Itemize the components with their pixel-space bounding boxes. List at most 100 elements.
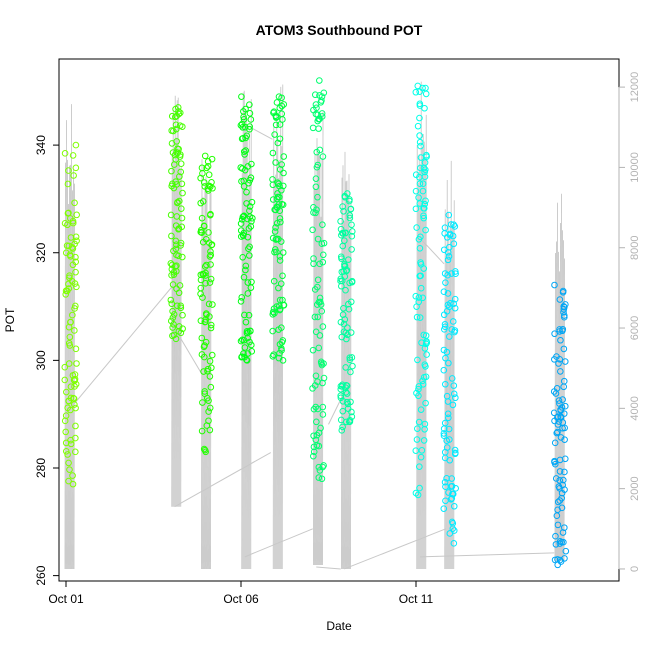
data-point — [207, 210, 214, 218]
data-point — [444, 410, 452, 418]
point-cluster — [167, 104, 186, 343]
spike-line — [69, 164, 71, 569]
data-point — [205, 187, 212, 194]
data-point — [447, 299, 454, 307]
data-point — [348, 354, 356, 361]
data-point — [556, 540, 564, 547]
data-point — [440, 326, 448, 333]
data-point — [69, 217, 77, 225]
data-point — [61, 150, 69, 157]
data-point — [440, 288, 448, 295]
data-point — [421, 425, 428, 433]
data-point — [66, 466, 73, 473]
data-point — [560, 305, 568, 313]
data-point — [345, 256, 352, 263]
data-point — [312, 372, 320, 380]
data-point — [206, 182, 213, 190]
data-point — [276, 253, 284, 260]
data-point — [348, 221, 355, 229]
data-point — [557, 368, 564, 375]
data-point — [168, 261, 176, 269]
data-point — [62, 291, 70, 298]
data-point — [168, 182, 176, 190]
data-point — [276, 340, 284, 348]
data-point — [278, 94, 285, 102]
data-point — [451, 446, 459, 454]
data-point — [203, 311, 210, 319]
data-point — [559, 289, 567, 296]
data-point — [412, 447, 420, 454]
data-point — [314, 193, 321, 201]
data-point — [279, 272, 286, 280]
data-point — [419, 187, 427, 195]
data-point — [446, 333, 453, 340]
data-point — [206, 279, 214, 286]
data-point — [240, 116, 248, 123]
data-point — [173, 267, 180, 275]
data-point — [241, 311, 248, 319]
y2-tick-label: 8000 — [629, 235, 641, 259]
data-point — [422, 226, 429, 234]
data-point — [175, 323, 183, 330]
spike-line — [209, 191, 211, 569]
data-point — [61, 376, 69, 384]
data-point — [276, 296, 284, 304]
data-point — [275, 180, 282, 188]
data-point — [175, 225, 182, 233]
spike-line — [418, 154, 420, 569]
data-point — [338, 268, 346, 276]
data-point — [69, 311, 76, 319]
data-point — [451, 327, 459, 334]
data-point — [64, 210, 72, 217]
data-point — [168, 271, 175, 279]
spike-line — [419, 164, 421, 569]
data-point — [315, 474, 323, 481]
data-point — [557, 434, 565, 441]
data-point — [440, 430, 448, 437]
data-point — [559, 476, 567, 484]
data-point — [200, 368, 207, 375]
data-point — [62, 249, 70, 257]
data-point — [65, 167, 72, 174]
data-point — [238, 353, 245, 361]
data-point — [198, 427, 206, 435]
data-point — [309, 452, 317, 460]
data-point — [554, 413, 562, 421]
data-point — [413, 436, 421, 443]
data-point — [242, 105, 249, 113]
data-point — [205, 397, 212, 404]
data-point — [201, 263, 209, 270]
data-point — [551, 439, 559, 447]
data-point — [452, 394, 459, 402]
data-point — [556, 497, 564, 504]
data-point — [558, 538, 566, 546]
data-point — [208, 241, 216, 248]
y2-tick-label: 0 — [629, 566, 641, 572]
data-point — [561, 555, 568, 562]
spike-line — [345, 181, 347, 569]
data-point — [71, 371, 79, 378]
data-point — [278, 339, 286, 346]
y-tick-label: 340 — [34, 135, 48, 155]
data-point — [73, 237, 80, 245]
data-point — [415, 298, 423, 306]
data-point — [440, 246, 448, 254]
data-point — [278, 102, 286, 110]
spike-line — [177, 97, 179, 507]
data-point — [170, 311, 178, 318]
data-point — [337, 218, 344, 225]
data-point — [442, 354, 449, 362]
data-point — [312, 183, 320, 191]
data-point — [71, 199, 78, 207]
data-point — [344, 324, 351, 332]
data-point — [423, 153, 430, 160]
line-connector — [419, 552, 555, 558]
spike-line — [278, 159, 281, 569]
data-point — [241, 344, 249, 351]
data-point — [440, 505, 448, 512]
data-point — [556, 556, 564, 564]
data-point — [246, 252, 253, 259]
data-point — [450, 240, 458, 248]
spike-line — [178, 160, 180, 507]
data-point — [70, 395, 78, 402]
